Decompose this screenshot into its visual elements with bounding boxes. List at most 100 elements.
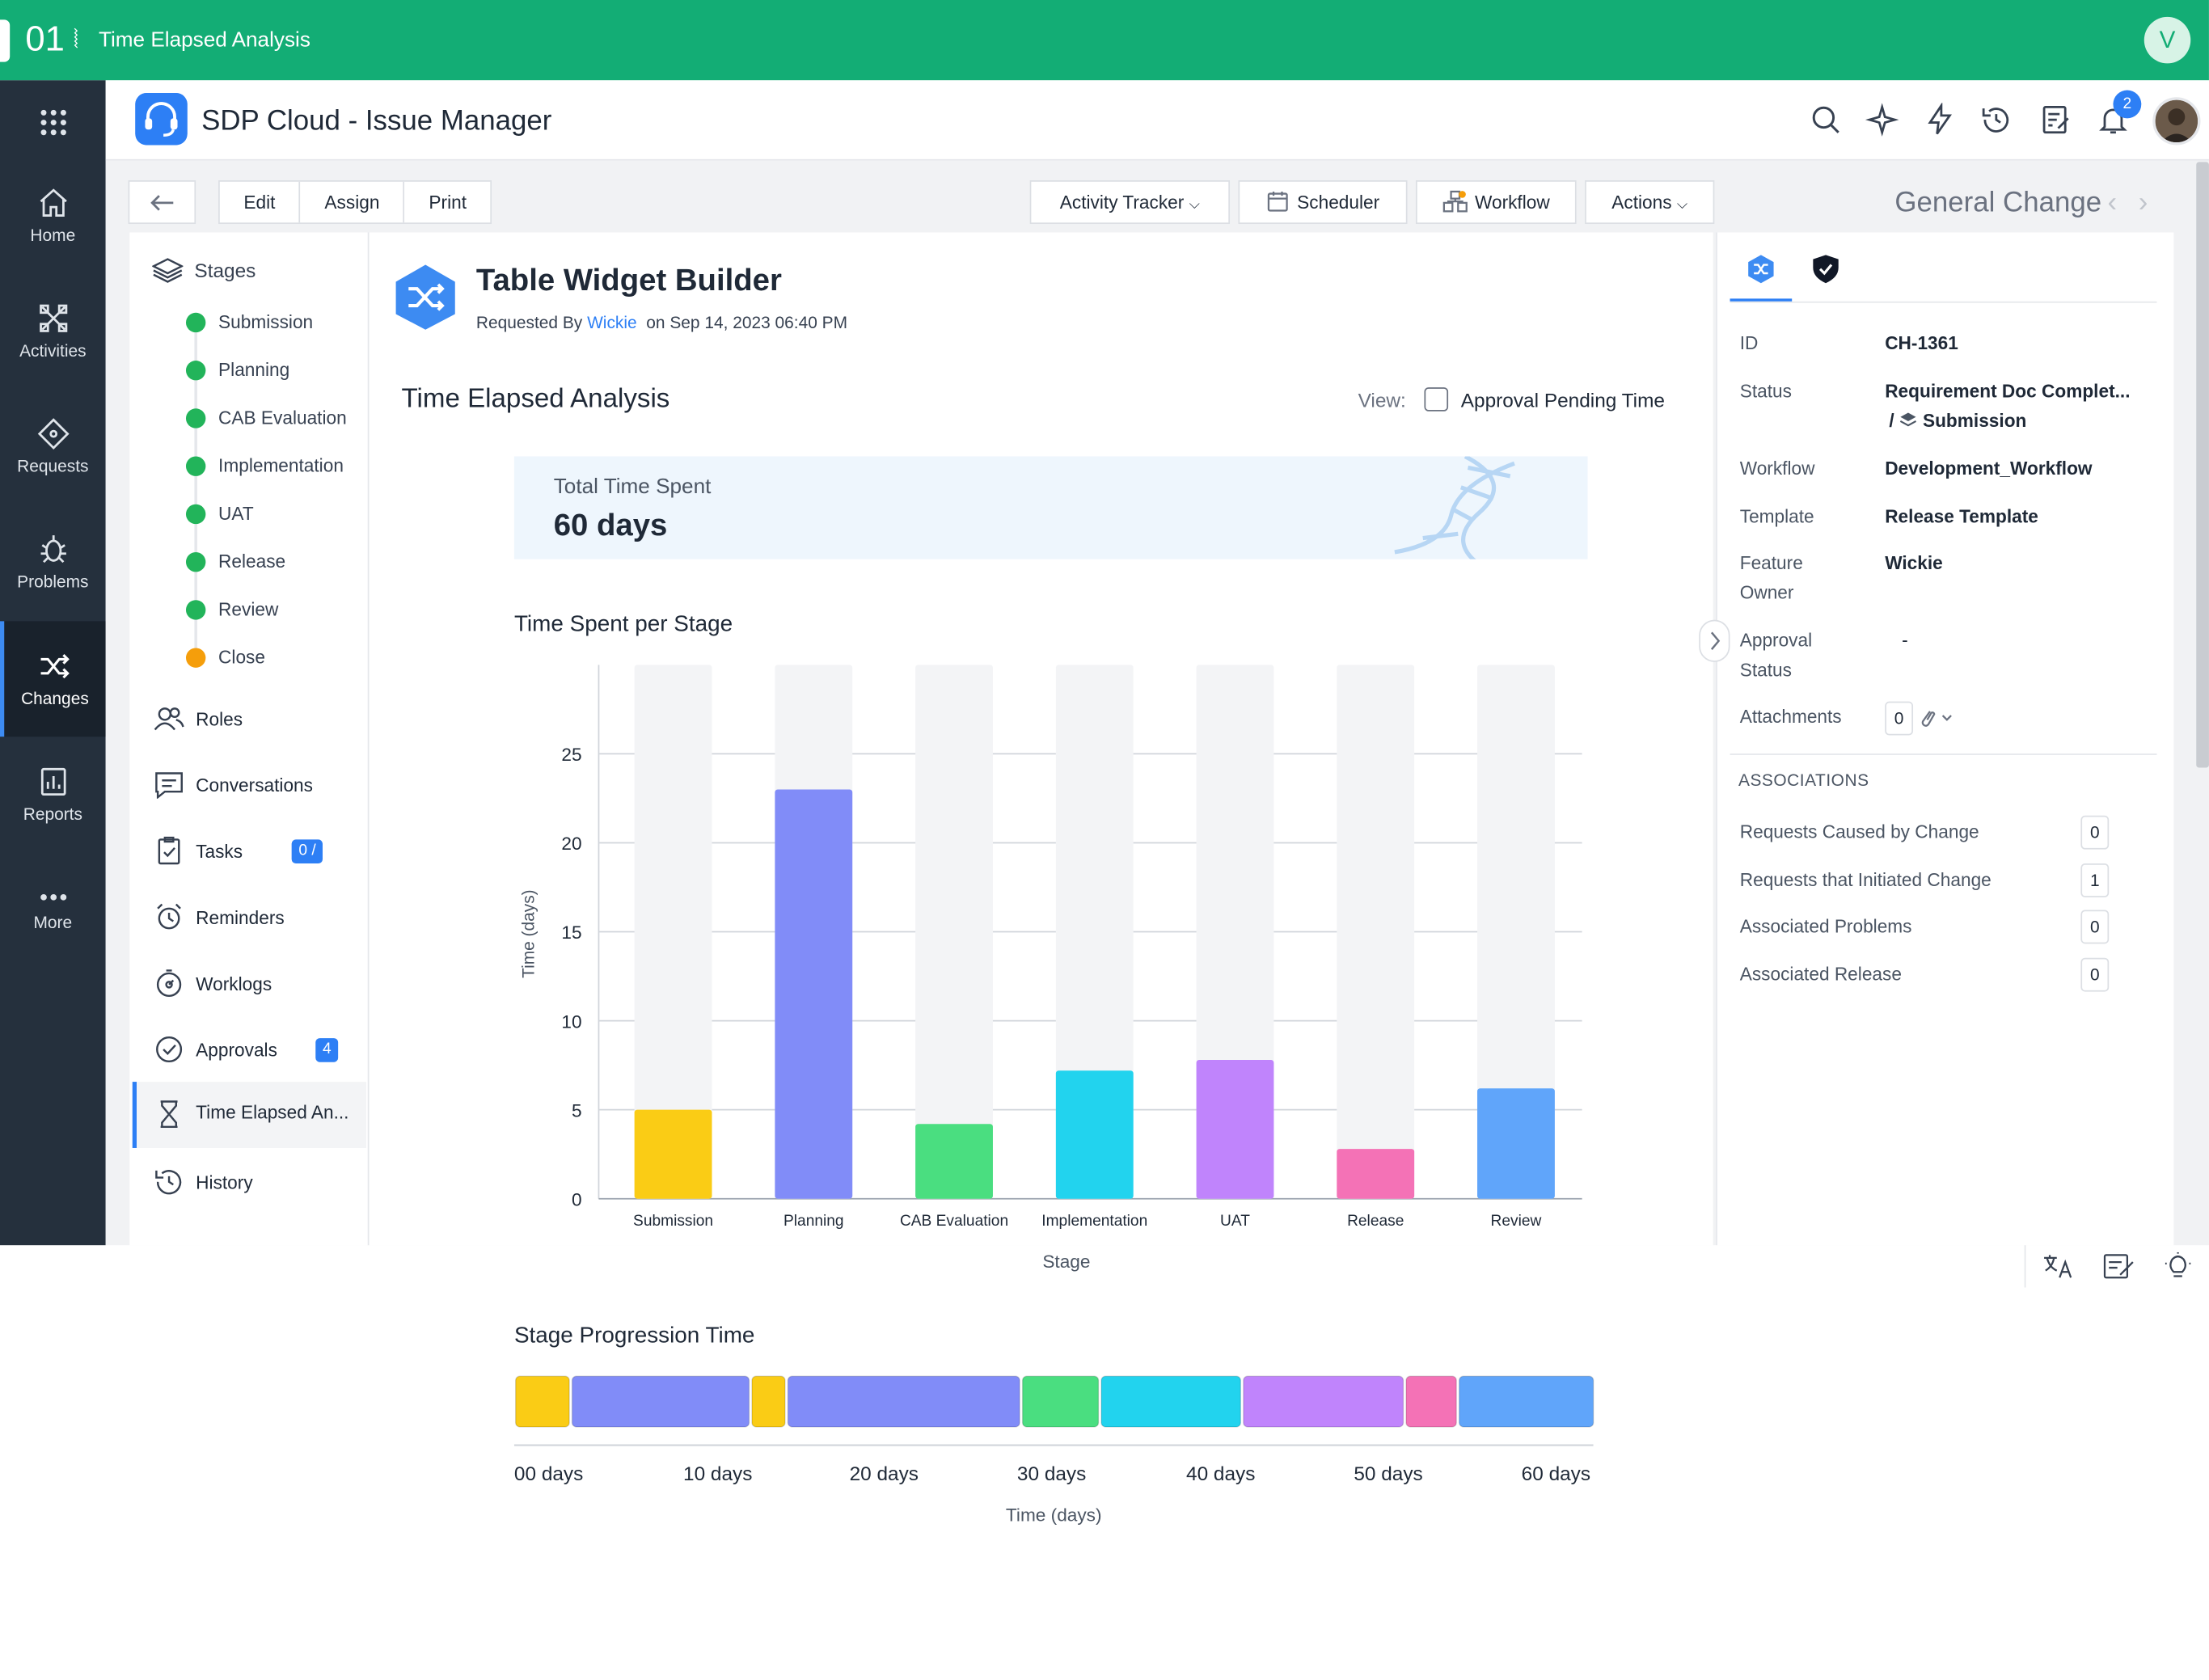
stage-progression-chart: 00 days 10 days 20 days 30 days 40 days 50 da… bbox=[514, 1375, 1594, 1526]
menu-time-elapsed-analysis[interactable]: Time Elapsed An... bbox=[132, 1082, 366, 1148]
workflow-button[interactable]: Workflow bbox=[1416, 180, 1577, 225]
scheduler-button[interactable]: Scheduler bbox=[1238, 180, 1408, 225]
nav-reports[interactable]: Reports bbox=[0, 765, 106, 877]
menu-label: Time Elapsed An... bbox=[196, 1101, 349, 1123]
status-value[interactable]: Requirement Doc Complet... bbox=[1885, 380, 2131, 402]
step-number: 01 bbox=[25, 19, 65, 60]
paperclip-icon[interactable] bbox=[1917, 706, 1957, 728]
menu-label: Roles bbox=[196, 708, 243, 730]
progression-tick-label: 40 days bbox=[1186, 1463, 1255, 1485]
stage-label: Release bbox=[218, 551, 286, 572]
notification-badge: 2 bbox=[2113, 90, 2142, 119]
stopwatch-icon bbox=[156, 969, 182, 998]
tab-change-details[interactable] bbox=[1730, 248, 1793, 302]
requests-icon bbox=[36, 418, 69, 450]
activity-tracker-dropdown[interactable]: Activity Tracker ⌵ bbox=[1029, 180, 1231, 225]
lightbulb-icon[interactable] bbox=[2164, 1252, 2192, 1281]
total-time-card: Total Time Spent 60 days bbox=[513, 456, 1588, 559]
assoc-requests-caused[interactable]: Requests Caused by Change bbox=[1739, 821, 1979, 842]
workflow-label: Workflow bbox=[1739, 458, 1815, 479]
next-record-icon[interactable]: › bbox=[2138, 187, 2148, 219]
approval-pending-label[interactable]: Approval Pending Time bbox=[1460, 388, 1665, 412]
chevron-down-icon: ⌵ bbox=[1189, 196, 1200, 213]
left-navigation: Home Activities Requests Problems Change… bbox=[0, 80, 106, 1246]
activities-icon bbox=[39, 304, 67, 332]
search-icon[interactable] bbox=[1809, 103, 1843, 137]
nav-problems-label: Problems bbox=[17, 572, 89, 592]
approval-pending-checkbox[interactable] bbox=[1424, 387, 1449, 412]
user-avatar[interactable]: V bbox=[2144, 16, 2191, 64]
feature-owner-label-line2: Owner bbox=[1739, 581, 1794, 603]
actions-dropdown[interactable]: Actions ⌵ bbox=[1585, 180, 1715, 225]
bar bbox=[1196, 1060, 1274, 1199]
edit-button[interactable]: Edit bbox=[220, 181, 301, 223]
alarm-clock-icon bbox=[157, 903, 181, 930]
id-label: ID bbox=[1739, 332, 1759, 354]
requested-on: on Sep 14, 2023 06:40 PM bbox=[646, 312, 848, 333]
bar bbox=[1337, 1149, 1415, 1199]
dna-decoration-icon bbox=[1394, 456, 1515, 559]
status-stage: / Submission bbox=[1889, 410, 2027, 432]
menu-label: Worklogs bbox=[196, 973, 272, 995]
nav-activities-label: Activities bbox=[19, 340, 87, 361]
nav-more[interactable]: More bbox=[0, 888, 106, 1000]
bar bbox=[775, 789, 853, 1199]
app-title: SDP Cloud - Issue Manager bbox=[201, 105, 552, 137]
changes-icon bbox=[40, 654, 70, 679]
stage-label: Close bbox=[218, 646, 265, 668]
status-stage-label: Submission bbox=[1922, 410, 2027, 432]
stage-label: Submission bbox=[218, 311, 314, 333]
y-tick-label: 5 bbox=[572, 1100, 582, 1121]
notes-icon[interactable] bbox=[2103, 1254, 2134, 1279]
assoc-release[interactable]: Associated Release bbox=[1739, 963, 1902, 985]
assoc-requests-initiated[interactable]: Requests that Initiated Change bbox=[1739, 868, 1991, 891]
page-scrollbar[interactable] bbox=[2196, 162, 2209, 768]
bar-track bbox=[1055, 665, 1134, 1199]
nav-changes[interactable]: Changes bbox=[0, 621, 106, 737]
progression-tick-label: 10 days bbox=[683, 1463, 752, 1485]
previous-record-icon[interactable]: ‹ bbox=[2107, 187, 2118, 219]
profile-avatar[interactable] bbox=[2152, 97, 2201, 146]
progression-tick-label: 00 days bbox=[514, 1463, 583, 1485]
activity-tracker-label: Activity Tracker bbox=[1059, 191, 1185, 213]
ai-sparkle-icon[interactable] bbox=[1865, 103, 1899, 137]
stage-layers-icon bbox=[1900, 412, 1917, 427]
assoc-requests-caused-count: 0 bbox=[2080, 815, 2110, 850]
nav-requests[interactable]: Requests bbox=[0, 417, 106, 530]
back-button[interactable] bbox=[128, 180, 196, 225]
app-grid-icon[interactable] bbox=[40, 108, 68, 137]
collapse-panel-button[interactable] bbox=[1699, 619, 1730, 662]
progression-segment bbox=[1405, 1375, 1457, 1428]
lightning-icon[interactable] bbox=[1923, 103, 1957, 137]
details-panel bbox=[1716, 232, 2174, 1246]
arrow-left-icon bbox=[150, 195, 174, 211]
notes-icon[interactable] bbox=[2038, 103, 2072, 137]
stage-label: UAT bbox=[218, 503, 254, 525]
translate-icon[interactable] bbox=[2042, 1254, 2073, 1279]
nav-home[interactable]: Home bbox=[0, 186, 106, 298]
print-button[interactable]: Print bbox=[429, 191, 467, 213]
check-circle-icon bbox=[185, 312, 206, 333]
assoc-problems-count: 0 bbox=[2080, 910, 2110, 944]
approval-check-icon bbox=[156, 1036, 183, 1063]
menu-label: Reminders bbox=[196, 907, 285, 929]
check-circle-icon bbox=[185, 408, 206, 428]
stage-label: Review bbox=[218, 598, 279, 620]
nav-changes-label: Changes bbox=[21, 688, 89, 709]
assoc-problems[interactable]: Associated Problems bbox=[1739, 915, 1912, 937]
history-icon[interactable] bbox=[1979, 103, 2013, 137]
stage-label: Planning bbox=[218, 359, 290, 381]
requester-link[interactable]: Wickie bbox=[587, 312, 637, 333]
bar bbox=[1477, 1088, 1555, 1199]
assign-button[interactable]: Assign bbox=[301, 181, 405, 223]
tab-security-shield[interactable] bbox=[1810, 254, 1841, 285]
sidebar-handle[interactable] bbox=[0, 19, 11, 62]
calendar-icon bbox=[1267, 191, 1288, 212]
nav-activities[interactable]: Activities bbox=[0, 302, 106, 414]
nav-problems[interactable]: Problems bbox=[0, 533, 106, 645]
clipboard-check-icon bbox=[158, 836, 180, 865]
approval-status-value: - bbox=[1902, 629, 1908, 651]
conversation-icon bbox=[155, 772, 183, 799]
hourglass-icon bbox=[160, 1100, 178, 1129]
progression-segment bbox=[1458, 1375, 1594, 1428]
